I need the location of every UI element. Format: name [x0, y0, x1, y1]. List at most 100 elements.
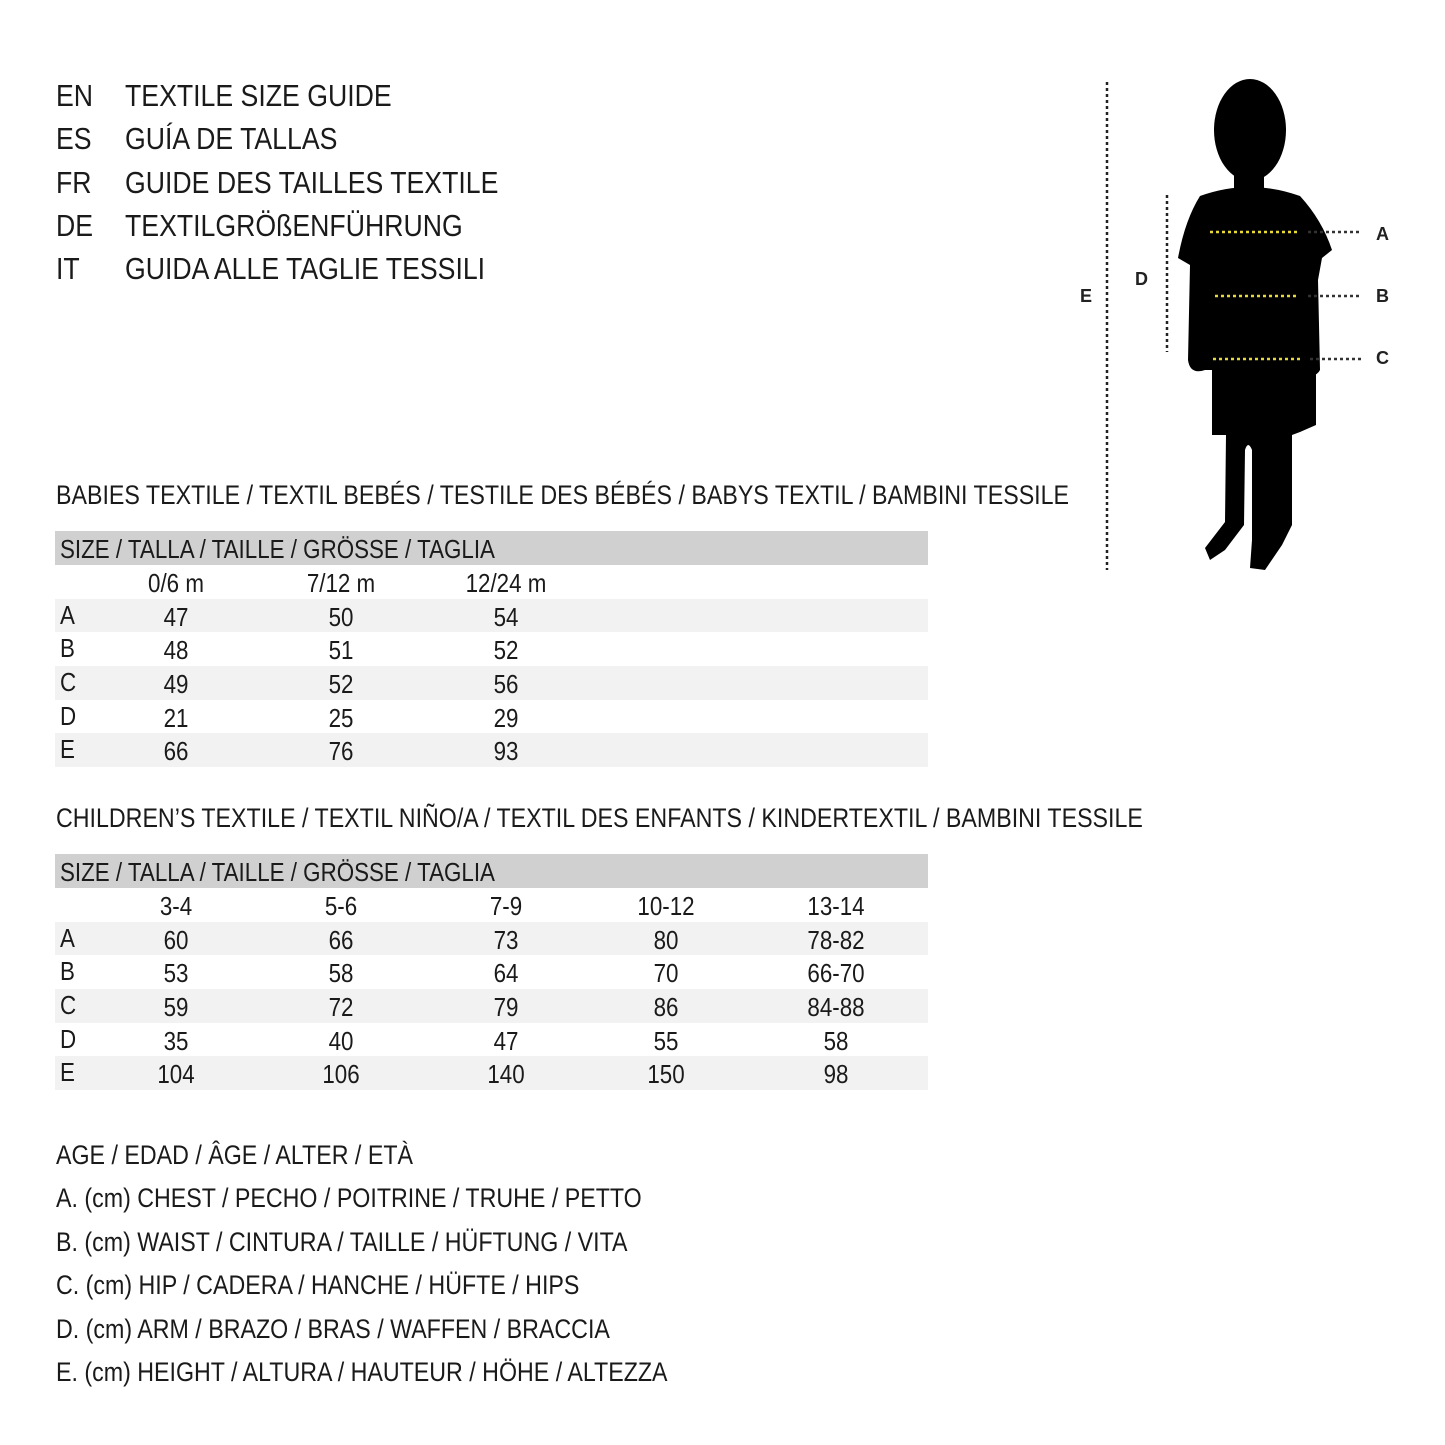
legend-line: AGE / EDAD / ÂGE / ALTER / ETÀ — [56, 1140, 471, 1171]
table-cell: 47 — [493, 1025, 519, 1056]
table-row: A 47 50 54 — [55, 598, 928, 633]
table-cell: 66 — [328, 924, 354, 955]
column-header: 5-6 — [324, 891, 358, 921]
table-cell: 78-82 — [807, 924, 865, 955]
table-cell: 50 — [328, 601, 354, 632]
measurement-markers — [1210, 230, 1362, 361]
babies-size-table: SIZE / TALLA / TAILLE / GRÖSSE / TAGLIA 0… — [55, 531, 928, 768]
table-cell: 106 — [322, 1059, 360, 1090]
legend-line: A. (cm) CHEST / PECHO / POITRINE / TRUHE… — [56, 1183, 737, 1214]
column-header-row: 3-4 5-6 7-9 10-12 13-14 — [55, 888, 928, 922]
legend-text: E. (cm) HEIGHT / ALTURA / HAUTEUR / HÖHE… — [56, 1357, 668, 1387]
column-header: 12/24 m — [465, 568, 547, 598]
row-label: E — [60, 734, 75, 765]
table-row: A 60 66 73 80 78-82 — [55, 921, 928, 956]
table-cell: 72 — [328, 992, 354, 1023]
child-silhouette-figure: E D A B C — [1080, 79, 1389, 570]
language-code: EN — [56, 78, 94, 113]
table-cell: 55 — [653, 1025, 679, 1056]
size-header-label: SIZE / TALLA / TAILLE / GRÖSSE / TAGLIA — [60, 857, 495, 887]
language-code: FR — [56, 164, 92, 200]
table-cell: 58 — [823, 1025, 849, 1056]
table-cell: 58 — [328, 958, 354, 989]
table-cell: 47 — [163, 601, 189, 632]
header-title: TEXTILGRÖßENFÜHRUNG — [125, 207, 463, 243]
table-cell: 49 — [163, 669, 189, 700]
table-row: D 21 25 29 — [55, 700, 928, 734]
table-cell: 48 — [163, 635, 189, 666]
table-cell: 98 — [823, 1059, 849, 1090]
table-cell: 51 — [328, 635, 354, 666]
babies-title: BABIES TEXTILE / TEXTIL BEBÉS / TESTILE … — [56, 480, 1070, 510]
table-row: B 48 51 52 — [55, 632, 928, 666]
size-header-label: SIZE / TALLA / TAILLE / GRÖSSE / TAGLIA — [60, 534, 495, 564]
language-code: IT — [56, 251, 80, 287]
column-header: 3-4 — [159, 891, 193, 921]
legend-text: AGE / EDAD / ÂGE / ALTER / ETÀ — [56, 1140, 414, 1170]
table-cell: 66 — [163, 736, 189, 767]
table-cell: 21 — [163, 702, 189, 733]
child-silhouette-icon — [1178, 79, 1332, 570]
column-header: 10-12 — [637, 891, 695, 921]
table-cell: 84-88 — [807, 992, 865, 1023]
label-d: D — [1135, 269, 1148, 289]
row-label: D — [60, 1023, 77, 1054]
header-title: TEXTILE SIZE GUIDE — [125, 78, 392, 113]
table-cell: 25 — [328, 702, 354, 733]
row-label: A — [60, 922, 75, 953]
table-row: C 59 72 79 86 84-88 — [55, 989, 928, 1023]
row-label: D — [60, 700, 77, 731]
legend-text: B. (cm) WAIST / CINTURA / TAILLE / HÜFTU… — [56, 1226, 628, 1257]
table-cell: 29 — [493, 702, 519, 733]
table-cell: 52 — [493, 635, 519, 666]
table-cell: 140 — [487, 1059, 525, 1090]
table-cell: 93 — [493, 736, 519, 767]
table-cell: 70 — [653, 958, 679, 989]
table-cell: 54 — [493, 601, 519, 632]
table-cell: 80 — [653, 924, 679, 955]
legend-line: C. (cm) HIP / CADERA / HANCHE / HÜFTE / … — [56, 1270, 665, 1301]
table-cell: 59 — [163, 992, 189, 1023]
column-header: 13-14 — [807, 891, 865, 921]
label-a: A — [1376, 224, 1389, 244]
header-title: GUIDE DES TAILLES TEXTILE — [125, 164, 499, 200]
row-label: E — [60, 1057, 75, 1088]
row-label: C — [60, 990, 77, 1021]
column-header: 7/12 m — [306, 568, 376, 598]
label-b: B — [1376, 286, 1389, 306]
size-header-bar: SIZE / TALLA / TAILLE / GRÖSSE / TAGLIA — [55, 854, 928, 888]
legend-text: A. (cm) CHEST / PECHO / POITRINE / TRUHE… — [56, 1183, 642, 1214]
row-label: B — [60, 633, 75, 664]
legend-line: D. (cm) ARM / BRAZO / BRAS / WAFFEN / BR… — [56, 1314, 700, 1345]
table-cell: 76 — [328, 736, 354, 767]
table-cell: 66-70 — [807, 958, 865, 989]
row-label: A — [60, 599, 75, 630]
language-code: ES — [56, 121, 92, 157]
table-cell: 104 — [157, 1059, 195, 1090]
label-e: E — [1080, 286, 1092, 306]
header-title: GUIDA ALLE TAGLIE TESSILI — [125, 251, 486, 287]
column-header: 0/6 m — [148, 568, 204, 598]
table-cell: 79 — [493, 992, 519, 1023]
table-cell: 53 — [163, 958, 189, 989]
column-header-row: 0/6 m 7/12 m 12/24 m — [55, 565, 928, 599]
table-row: B 53 58 64 70 66-70 — [55, 955, 928, 989]
table-row: E 104 106 140 150 98 — [55, 1056, 928, 1091]
table-cell: 35 — [163, 1025, 189, 1056]
table-cell: 52 — [328, 669, 354, 700]
size-header-bar: SIZE / TALLA / TAILLE / GRÖSSE / TAGLIA — [55, 531, 928, 565]
header-title: GUÍA DE TALLAS — [125, 121, 338, 157]
legend-text: D. (cm) ARM / BRAZO / BRAS / WAFFEN / BR… — [56, 1313, 610, 1344]
table-cell: 86 — [653, 992, 679, 1023]
legend-line: E. (cm) HEIGHT / ALTURA / HAUTEUR / HÖHE… — [56, 1357, 767, 1388]
table-cell: 60 — [163, 924, 189, 955]
table-cell: 56 — [493, 669, 519, 700]
table-cell: 73 — [493, 924, 519, 955]
table-cell: 40 — [328, 1025, 354, 1056]
table-row: C 49 52 56 — [55, 666, 928, 700]
legend-line: B. (cm) WAIST / CINTURA / TAILLE / HÜFTU… — [56, 1227, 721, 1258]
table-row: D 35 40 47 55 58 — [55, 1023, 928, 1057]
table-cell: 64 — [493, 958, 519, 989]
label-c: C — [1376, 348, 1389, 368]
children-size-table: SIZE / TALLA / TAILLE / GRÖSSE / TAGLIA 3… — [55, 854, 928, 1091]
